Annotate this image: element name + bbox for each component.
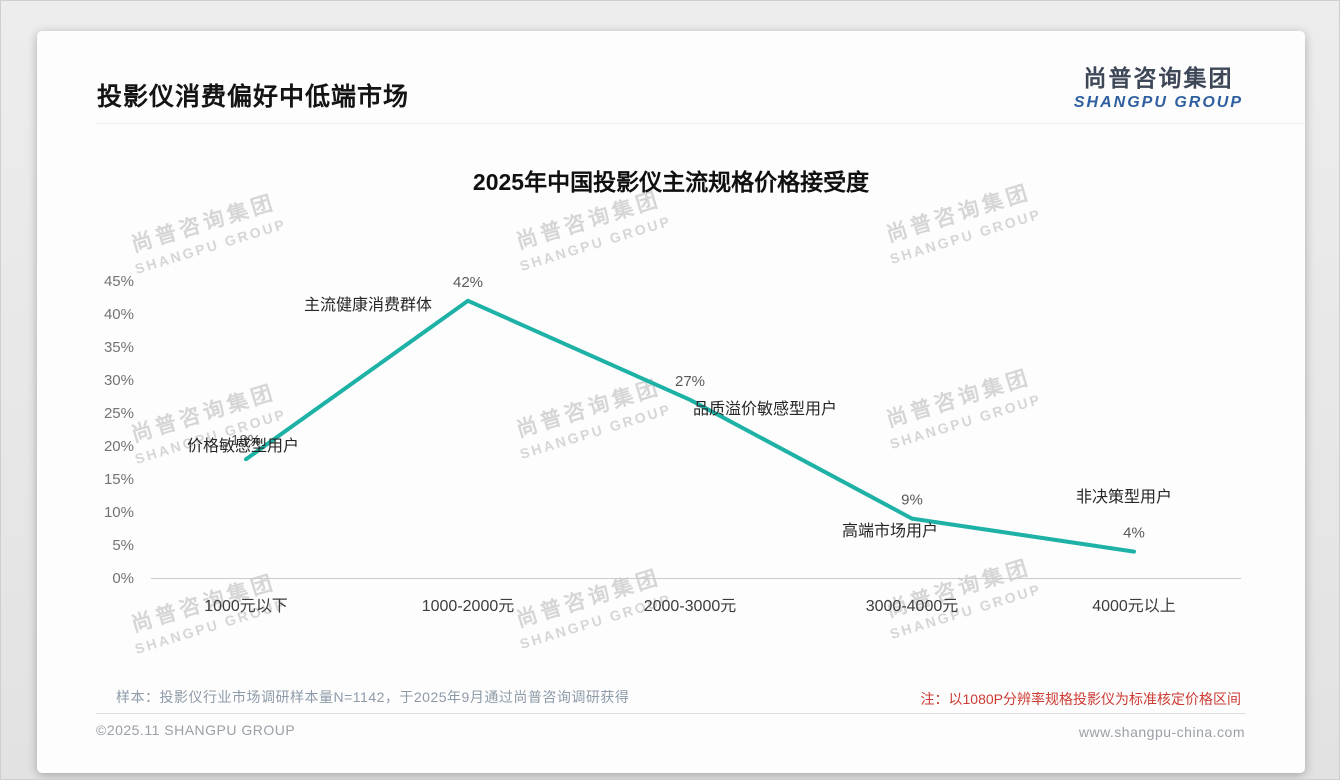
company-logo: 尚普咨询集团 SHANGPU GROUP [1074,59,1243,112]
y-tick-label: 15% [104,471,134,488]
logo-cn-text: 尚普咨询集团 [1083,65,1234,91]
report-card: 尚普咨询集团 SHANGPU GROUP 尚普咨询集团 SHANGPU GROUP … [37,31,1305,773]
point-value-label: 4% [1123,525,1145,542]
y-tick-label: 20% [104,438,134,455]
annotation-quality-premium-users: 品质溢价敏感型用户 [692,401,838,418]
point-value-label: 42% [453,274,483,291]
x-category-label: 2000-3000元 [644,598,737,615]
title-divider [95,123,1305,124]
annotation-price-sensitive-users: 价格敏感型用户 [186,438,300,455]
trend-line [244,298,1136,554]
y-tick-label: 40% [104,306,134,323]
y-tick-label: 5% [112,537,134,554]
x-category-label: 3000-4000元 [866,598,959,615]
y-tick-label: 35% [104,339,134,356]
sample-note: 样本：投影仪行业市场调研样本量N=1142，于2025年9月通过尚普咨询调研获得 [116,689,630,705]
y-tick-label: 0% [112,570,134,587]
logo-en-text: SHANGPU GROUP [1073,94,1243,111]
x-category-label: 1000元以下 [204,598,288,615]
chart-title: 2025年中国投影仪主流规格价格接受度 [472,169,870,195]
annotation-non-decision-users: 非决策型用户 [1075,489,1173,506]
y-tick-label: 25% [104,405,134,422]
point-value-label: 27% [675,373,705,390]
x-category-label: 4000元以上 [1092,597,1176,615]
price-basis-note: 注：以1080P分辨率规格投影仪为标准核定价格区间 [920,691,1241,707]
website-text: www.shangpu-china.com [1078,724,1245,740]
point-value-label: 18% [231,432,261,449]
annotation-mainstream-consumers: 主流健康消费群体 [303,297,433,314]
y-tick-label: 30% [104,372,134,389]
annotation-highend-market-users: 高端市场用户 [841,523,939,540]
y-tick-label: 45% [104,273,134,290]
price-acceptance-line-chart: 45% 40% 35% 30% 25% 20% 15% 10% 5% 0% 1000元以下 1000-… [104,273,1241,615]
x-category-label: 1000-2000元 [422,598,515,615]
copyright-text: ©2025.11 SHANGPU GROUP [96,722,296,738]
footer-divider [96,713,1246,714]
point-value-label: 9% [901,492,923,509]
y-tick-label: 10% [104,504,134,521]
page-title: 投影仪消费偏好中低端市场 [97,83,410,111]
